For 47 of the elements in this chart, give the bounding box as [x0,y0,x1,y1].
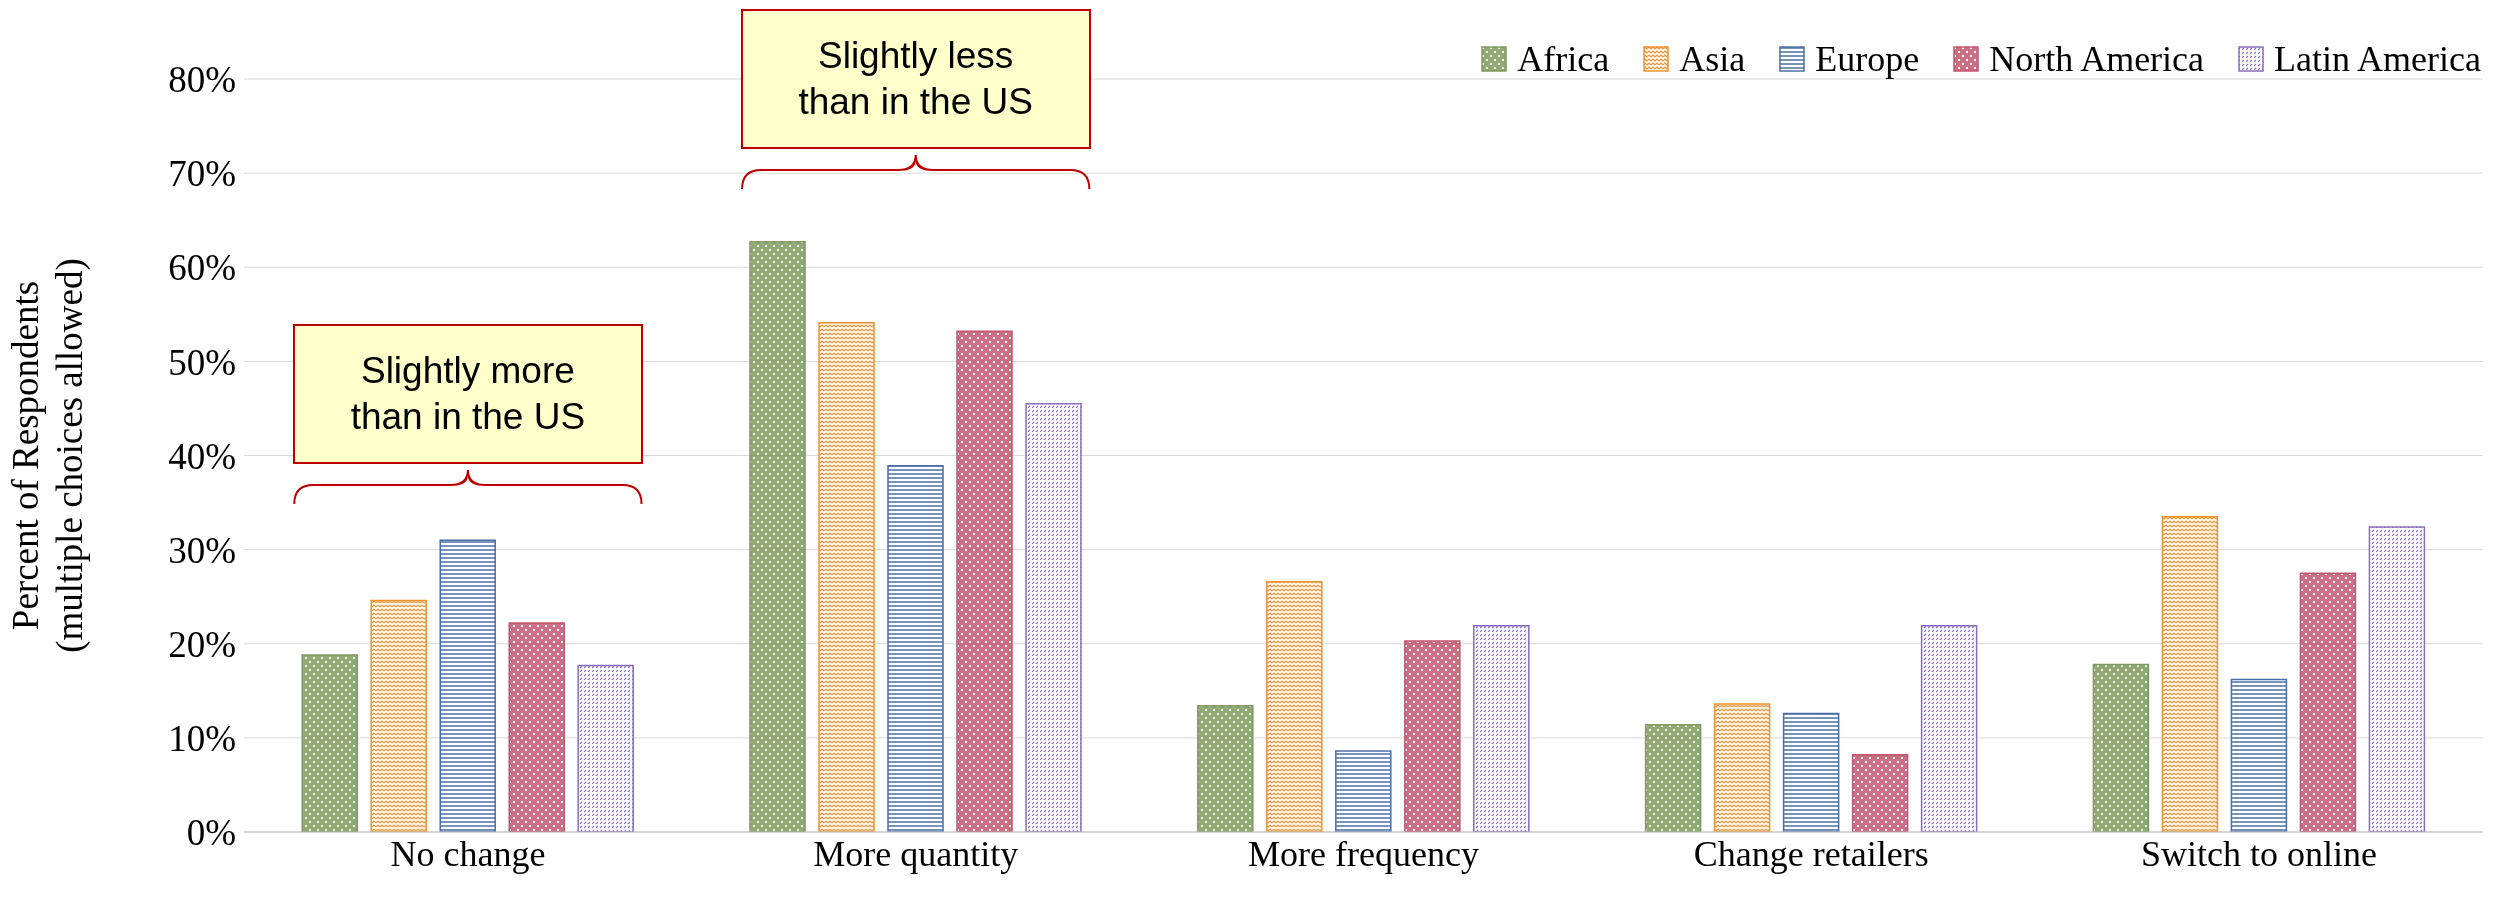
legend-label: Asia [1678,38,1746,80]
bar [887,465,944,832]
legend-label: Latin America [2273,38,2481,80]
bar [577,664,634,832]
bar [1197,705,1254,832]
bar [818,322,875,832]
bar [370,599,427,832]
y-tick-label: 30% [168,529,236,571]
legend-label: North America [1988,38,2205,80]
y-tick-label: 20% [168,623,236,665]
x-tick-label: No change [390,833,546,874]
annotation: Slightly less than in the US [797,33,1034,124]
bar [439,539,496,832]
bar [1713,703,1771,832]
y-tick-label: 40% [168,435,236,477]
y-tick-label: 10% [168,718,236,760]
x-tick-label: Change retailers [1693,833,1929,874]
x-tick-label: Switch to online [2141,833,2378,874]
bar [2161,515,2219,832]
bar [1644,723,1702,832]
y-axis-title: Percent of Respondents (multiple choices allowed) [5,258,91,653]
bar [1404,640,1461,832]
y-tick-label: 50% [168,341,236,383]
bar [1920,625,1978,832]
y-tick-label: 60% [168,247,236,289]
bar [1782,712,1840,832]
y-tick-label: 70% [168,153,236,195]
x-tick-label: More frequency [1248,833,1479,874]
bar [1851,754,1909,832]
bar [1335,750,1392,832]
bar [1025,402,1082,832]
bar [301,654,358,832]
bar [956,330,1013,832]
bar [2299,572,2357,832]
bar [508,622,565,832]
bar [1473,625,1530,832]
y-tick-label: 0% [186,812,236,854]
bar [2368,526,2426,832]
legend-label: Africa [1516,38,1610,80]
x-tick-label: More quantity [813,833,1019,874]
bar [1266,580,1323,832]
annotation: Slightly more than in the US [349,348,587,439]
bar [2092,663,2150,832]
y-tick-label: 80% [168,59,236,101]
bar [749,241,806,832]
legend-label: Europe [1814,38,1920,80]
bar [2230,678,2288,832]
